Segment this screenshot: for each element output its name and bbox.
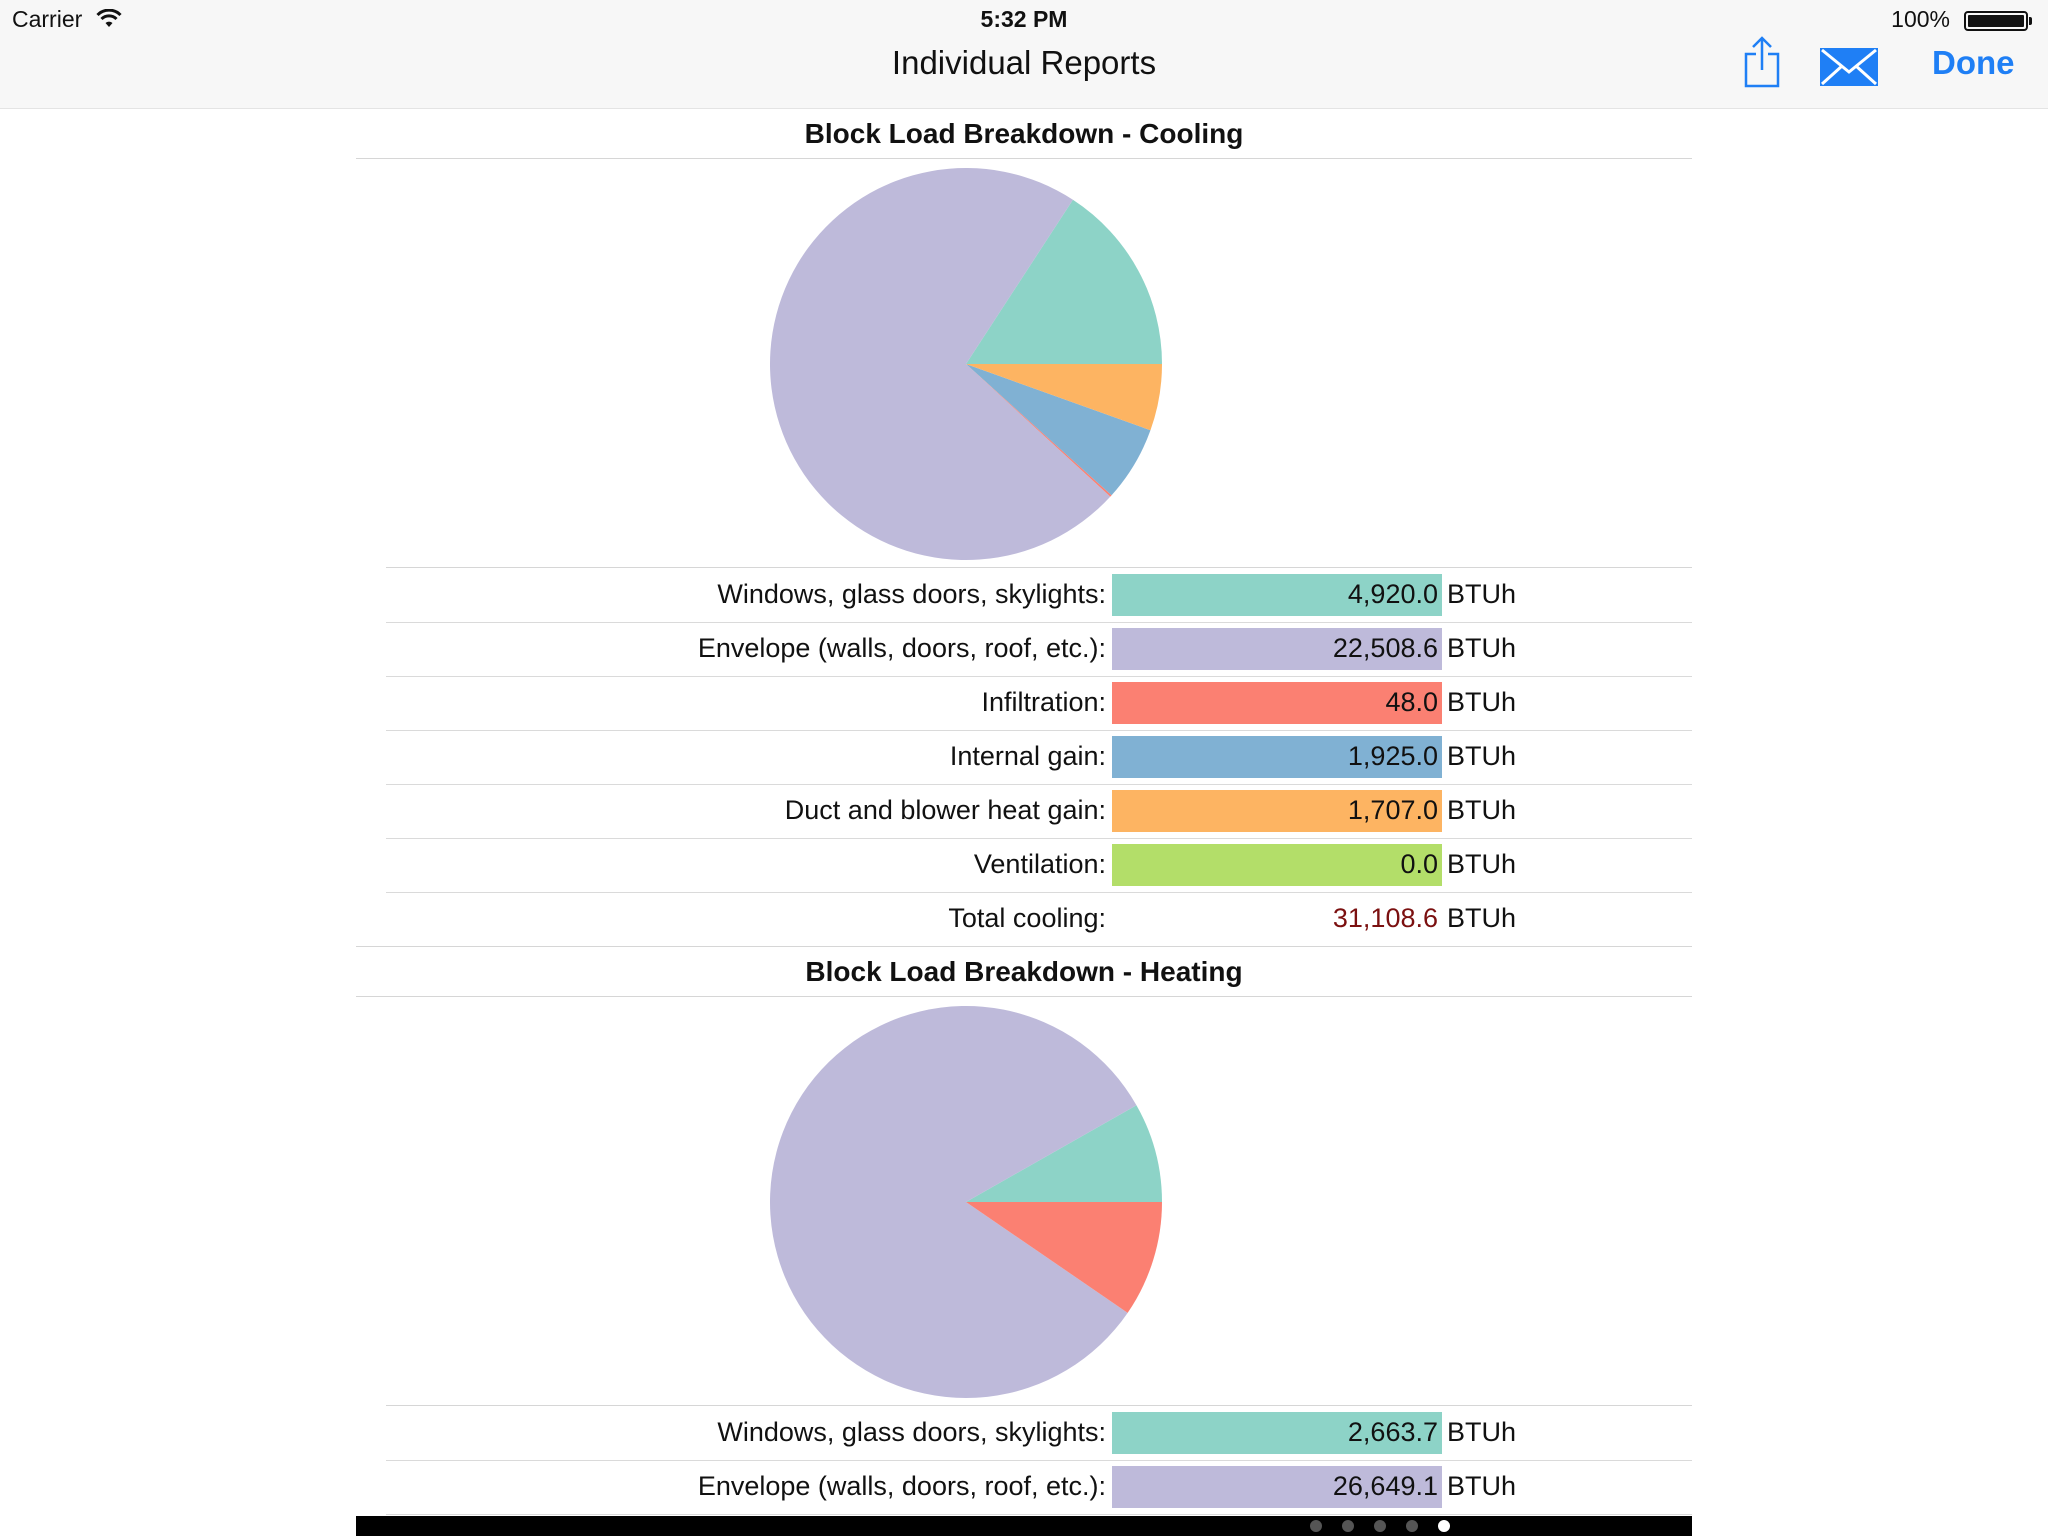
row-unit: BTUh bbox=[1447, 633, 1517, 663]
row-bar bbox=[1112, 682, 1442, 724]
divider bbox=[386, 567, 1692, 568]
divider bbox=[356, 996, 1692, 997]
row-value: 4,920.0 bbox=[1347, 579, 1438, 609]
divider bbox=[356, 946, 1692, 947]
row-bar bbox=[1112, 736, 1442, 778]
row-label: Envelope (walls, doors, roof, etc.): bbox=[697, 1471, 1106, 1501]
row-label: Internal gain: bbox=[949, 741, 1106, 771]
heating-row-envelope: Envelope (walls, doors, roof, etc.): 26,… bbox=[386, 1460, 1692, 1515]
row-unit: BTUh bbox=[1447, 687, 1517, 717]
row-label: Windows, glass doors, skylights: bbox=[717, 1417, 1106, 1447]
row-label: Windows, glass doors, skylights: bbox=[717, 579, 1106, 609]
row-value: 2,663.7 bbox=[1347, 1417, 1438, 1447]
total-label: Total cooling: bbox=[948, 903, 1106, 933]
row-bar bbox=[1112, 844, 1442, 886]
row-value: 48.0 bbox=[1385, 687, 1438, 717]
cooling-pie-chart bbox=[770, 168, 1162, 560]
row-bar bbox=[1112, 790, 1442, 832]
cooling-row-envelope: Envelope (walls, doors, roof, etc.): 22,… bbox=[386, 622, 1692, 677]
done-button[interactable]: Done bbox=[1932, 44, 2015, 81]
row-value: 1,707.0 bbox=[1347, 795, 1438, 825]
row-bar bbox=[1112, 574, 1442, 616]
carrier-label: Carrier bbox=[12, 6, 83, 32]
row-label: Envelope (walls, doors, roof, etc.): bbox=[697, 633, 1106, 663]
page-dot[interactable] bbox=[1438, 1520, 1450, 1532]
cooling-row-windows: Windows, glass doors, skylights: 4,920.0… bbox=[386, 568, 1692, 623]
divider bbox=[386, 1405, 1692, 1406]
report-content[interactable]: Block Load Breakdown - Cooling Windows, … bbox=[0, 108, 2048, 1516]
pie-slice-duct-and-blower-heat-gain bbox=[966, 364, 1162, 431]
status-time: 5:32 PM bbox=[980, 6, 1068, 32]
pie-slice-infiltration bbox=[966, 1202, 1162, 1313]
total-unit: BTUh bbox=[1447, 903, 1517, 933]
page-title: Individual Reports bbox=[891, 44, 1157, 81]
total-value: 31,108.6 bbox=[1332, 903, 1438, 933]
share-icon[interactable] bbox=[1742, 36, 1782, 88]
cooling-total-row: Total cooling: 31,108.6 BTUh bbox=[386, 892, 1692, 946]
wifi-icon bbox=[96, 9, 122, 27]
pie-slice-envelope-walls-doors-roof-etc bbox=[770, 1006, 1137, 1398]
cooling-row-infiltration: Infiltration: 48.0 BTUh bbox=[386, 676, 1692, 731]
row-bar bbox=[1112, 1466, 1442, 1508]
page-control[interactable] bbox=[356, 1516, 1692, 1536]
battery-icon bbox=[1964, 11, 2032, 31]
cooling-row-ventilation: Ventilation: 0.0 BTUh bbox=[386, 838, 1692, 893]
page-dot[interactable] bbox=[1342, 1520, 1354, 1532]
pie-slice-envelope-walls-doors-roof-etc bbox=[770, 168, 1111, 560]
pie-slice-infiltration bbox=[966, 364, 1112, 497]
row-label: Ventilation: bbox=[973, 849, 1106, 879]
row-label: Infiltration: bbox=[981, 687, 1106, 717]
row-value: 22,508.6 bbox=[1332, 633, 1438, 663]
row-label: Duct and blower heat gain: bbox=[784, 795, 1106, 825]
heating-pie-chart bbox=[770, 1006, 1162, 1398]
page-dot[interactable] bbox=[1406, 1520, 1418, 1532]
row-unit: BTUh bbox=[1447, 849, 1517, 879]
mail-icon[interactable] bbox=[1820, 48, 1878, 86]
divider bbox=[356, 158, 1692, 159]
row-value: 1,925.0 bbox=[1347, 741, 1438, 771]
pie-slice-windows-glass-doors-skylights bbox=[966, 199, 1162, 364]
row-value: 0.0 bbox=[1400, 849, 1438, 879]
page-dot[interactable] bbox=[1374, 1520, 1386, 1532]
row-bar bbox=[1112, 628, 1442, 670]
row-value: 26,649.1 bbox=[1332, 1471, 1438, 1501]
row-unit: BTUh bbox=[1447, 579, 1517, 609]
row-unit: BTUh bbox=[1447, 795, 1517, 825]
heating-row-windows: Windows, glass doors, skylights: 2,663.7… bbox=[386, 1406, 1692, 1461]
heating-section-title: Block Load Breakdown - Heating bbox=[805, 956, 1243, 987]
cooling-row-internal-gain: Internal gain: 1,925.0 BTUh bbox=[386, 730, 1692, 785]
battery-percent: 100% bbox=[1891, 6, 1950, 32]
cooling-section-title: Block Load Breakdown - Cooling bbox=[804, 118, 1244, 149]
row-unit: BTUh bbox=[1447, 1417, 1517, 1447]
row-bar bbox=[1112, 1412, 1442, 1454]
cooling-row-duct-blower: Duct and blower heat gain: 1,707.0 BTUh bbox=[386, 784, 1692, 839]
pie-slice-internal-gain bbox=[966, 364, 1151, 496]
row-unit: BTUh bbox=[1447, 1471, 1517, 1501]
page-dot[interactable] bbox=[1310, 1520, 1322, 1532]
navigation-bar: Carrier 5:32 PM 100% Individual Reports … bbox=[0, 0, 2048, 109]
pie-slice-windows-glass-doors-skylights bbox=[966, 1105, 1162, 1202]
row-unit: BTUh bbox=[1447, 741, 1517, 771]
